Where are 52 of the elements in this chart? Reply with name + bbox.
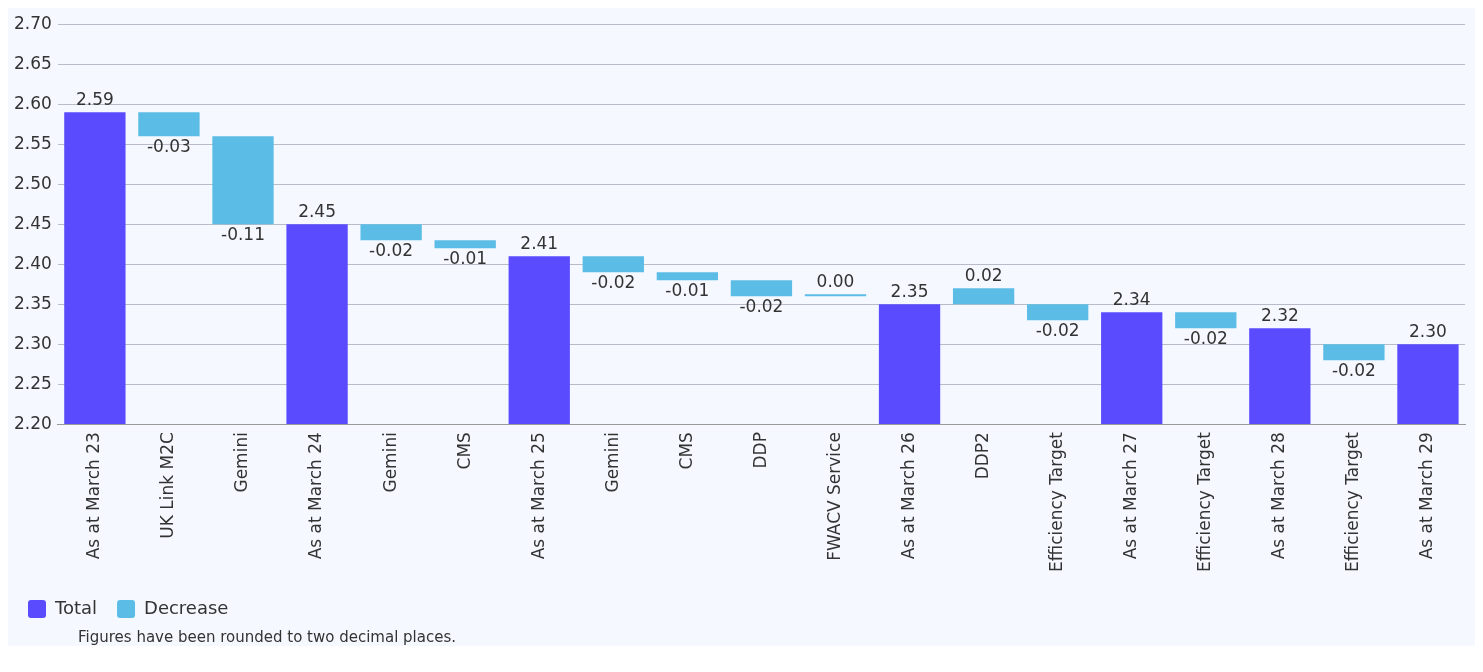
data-label: 2.32 <box>1260 305 1299 326</box>
x-tick-label: Efficiency Target <box>1046 431 1067 573</box>
x-tick-label: FWACV Service <box>823 432 844 561</box>
y-tick-label: 2.45 <box>13 212 52 233</box>
data-label: -0.02 <box>369 240 414 261</box>
text: Figures have been rounded to two decimal places. <box>77 628 458 646</box>
x-tick-label: As at March 26 <box>897 432 918 560</box>
data-label: -0.01 <box>665 280 710 301</box>
y-tick-label: 2.55 <box>13 132 52 153</box>
x-tick-label: As at March 24 <box>305 432 326 560</box>
y-tick-label: 2.20 <box>13 412 52 433</box>
x-tick-label: As at March 29 <box>1416 432 1437 560</box>
data-label: -0.01 <box>443 248 488 269</box>
data-label: 2.59 <box>75 89 114 110</box>
data-label: -0.11 <box>221 224 265 245</box>
x-tick-label: As at March 23 <box>83 432 104 560</box>
data-label: -0.02 <box>591 272 636 293</box>
y-tick-label: 2.25 <box>13 372 52 393</box>
x-tick-label: As at March 27 <box>1120 432 1141 560</box>
data-label: 0.00 <box>816 271 855 292</box>
y-tick-label: 2.60 <box>13 92 52 113</box>
x-tick-label: As at March 28 <box>1268 432 1289 560</box>
y-tick-label: 2.65 <box>13 52 52 73</box>
x-tick-label: CMS <box>453 432 474 470</box>
x-tick-label: CMS <box>675 432 696 470</box>
data-label: -0.02 <box>1183 328 1228 349</box>
data-label: -0.02 <box>1035 320 1080 341</box>
data-label: 2.30 <box>1409 321 1447 342</box>
x-tick-label: DDP <box>749 432 770 469</box>
data-label: -0.03 <box>146 136 191 157</box>
data-label: 2.45 <box>298 201 336 222</box>
y-tick-label: 2.35 <box>13 292 52 313</box>
x-tick-label: DDP2 <box>972 432 993 480</box>
x-tick-label: Gemini <box>379 432 400 493</box>
data-label: -0.02 <box>739 296 784 317</box>
data-label: 0.02 <box>964 265 1003 286</box>
x-tick-label: As at March 25 <box>527 432 548 560</box>
legend-label: Decrease <box>144 596 229 618</box>
x-tick-label: Gemini <box>231 432 252 493</box>
legend-label: Total <box>54 596 98 618</box>
data-label: 2.41 <box>520 233 559 254</box>
x-tick-label: Gemini <box>601 432 622 493</box>
data-label: 2.34 <box>1112 289 1151 310</box>
y-tick-label: 2.70 <box>13 12 52 33</box>
x-tick-label: UK Link M2C <box>157 432 178 539</box>
x-tick-label: Efficiency Target <box>1194 431 1215 573</box>
data-label: 2.35 <box>890 281 929 302</box>
y-tick-label: 2.50 <box>13 172 52 193</box>
x-tick-label: Efficiency Target <box>1342 431 1363 573</box>
y-tick-label: 2.40 <box>13 252 52 273</box>
data-label: -0.02 <box>1331 360 1376 381</box>
y-tick-label: 2.30 <box>13 332 52 353</box>
